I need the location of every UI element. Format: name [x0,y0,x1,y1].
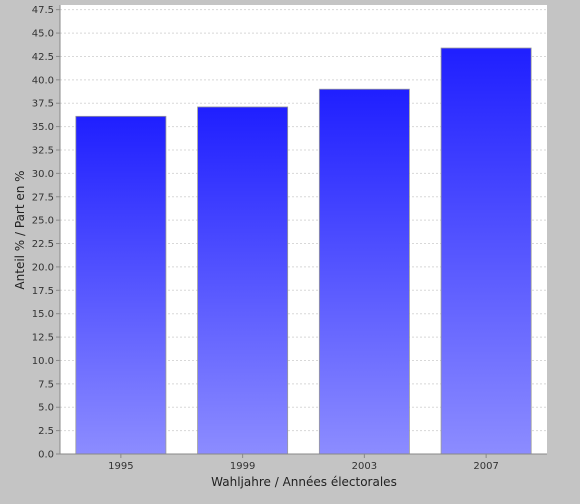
bar-2003 [318,88,410,455]
x-tick-label: 1995 [108,461,133,472]
x-tick-labels: 1995 1999 2003 2007 [108,461,499,472]
y-tick-label: 37.5 [32,99,54,110]
x-tick-label: 2003 [352,461,377,472]
y-tick-label: 42.5 [32,52,54,63]
bar-1995 [75,115,167,455]
y-tick-label: 7.5 [38,379,54,390]
y-tick-label: 47.5 [32,5,54,16]
y-tick-label: 35.0 [32,122,54,133]
y-tick-label: 17.5 [32,286,54,297]
bars [75,47,532,455]
y-tick-label: 2.5 [38,426,54,437]
y-tick-label: 27.5 [32,192,54,203]
x-axis-label: Wahljahre / Années électorales [211,475,397,489]
y-tick-label: 12.5 [32,333,54,344]
y-axis-label: Anteil % / Part en % [13,170,27,289]
y-tick-label: 10.0 [32,356,54,367]
y-tick-label: 25.0 [32,216,54,227]
y-tick-label: 0.0 [38,450,54,461]
bar-1999 [197,106,289,455]
y-tick-labels: 0.0 2.5 5.0 7.5 10.0 12.5 15.0 17.5 20.0 22.5 25.0… [32,5,54,460]
y-tick-label: 20.0 [32,262,54,273]
y-tick-label: 30.0 [32,169,54,180]
y-tick-label: 45.0 [32,29,54,40]
x-tick-label: 2007 [473,461,498,472]
y-tick-label: 40.0 [32,75,54,86]
y-tick-label: 22.5 [32,239,54,250]
y-tick-label: 32.5 [32,145,54,156]
axes [56,5,547,458]
y-tick-label: 15.0 [32,309,54,320]
bar-2007 [440,47,532,455]
x-tick-label: 1999 [230,461,255,472]
y-tick-label: 5.0 [38,403,54,414]
